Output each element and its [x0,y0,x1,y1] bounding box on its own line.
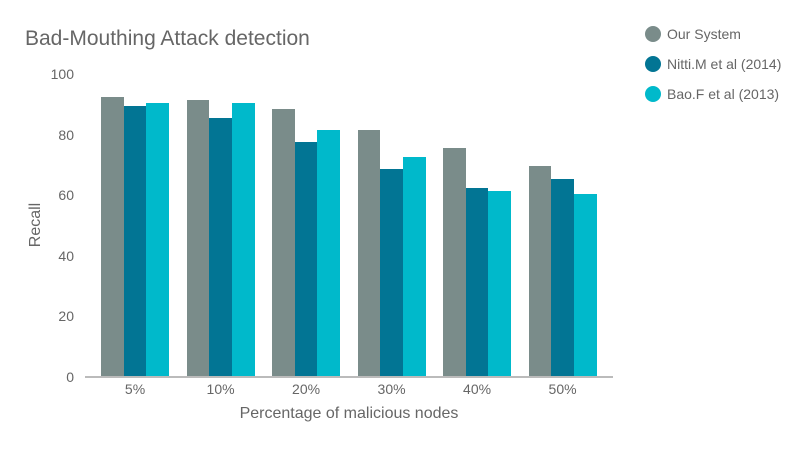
bar[interactable] [209,117,232,377]
bar[interactable] [186,99,210,377]
bar[interactable] [123,105,147,377]
bar[interactable] [294,142,318,377]
x-tick-label: 20% [292,381,321,397]
legend-label: Nitti.M et al (2014) [667,56,782,72]
legend-label: Bao.F et al (2013) [667,86,780,102]
y-tick-label: 60 [58,187,74,204]
bar[interactable] [380,169,403,377]
bar[interactable] [465,187,489,377]
bar[interactable] [443,148,466,377]
x-tick-label: 40% [463,381,492,397]
y-tick-label: 0 [66,369,74,385]
legend-swatch-icon [645,56,661,72]
x-tick-label: 50% [548,381,577,397]
x-tick-label: 5% [124,381,146,397]
x-axis-line [85,376,613,378]
bar[interactable] [402,157,426,377]
legend-item[interactable]: Bao.F et al (2013) [645,86,779,102]
bar[interactable] [488,190,512,377]
y-tick-label: 100 [50,66,74,82]
legend-swatch-icon [645,86,661,102]
y-tick-label: 80 [58,126,74,143]
y-tick-label: 40 [58,247,74,264]
bar[interactable] [573,193,597,377]
bar[interactable] [551,178,574,377]
legend-item[interactable]: Our System [645,26,741,42]
x-axis-label: Percentage of malicious nodes [239,405,459,422]
legend-swatch-icon [645,26,661,42]
bar[interactable] [317,130,341,377]
y-axis-label: Recall [27,202,44,248]
bar[interactable] [357,130,381,377]
bar[interactable] [146,102,170,377]
chart-title: Bad-Mouthing Attack detection [25,27,310,50]
x-tick-label: 10% [206,381,235,397]
bar[interactable] [528,166,552,377]
bar[interactable] [272,108,295,377]
legend-item[interactable]: Nitti.M et al (2014) [645,56,781,72]
x-tick-label: 30% [377,381,406,397]
legend-label: Our System [667,26,741,42]
y-tick-label: 20 [58,308,74,325]
bar[interactable] [231,102,255,377]
bar[interactable] [101,96,124,377]
